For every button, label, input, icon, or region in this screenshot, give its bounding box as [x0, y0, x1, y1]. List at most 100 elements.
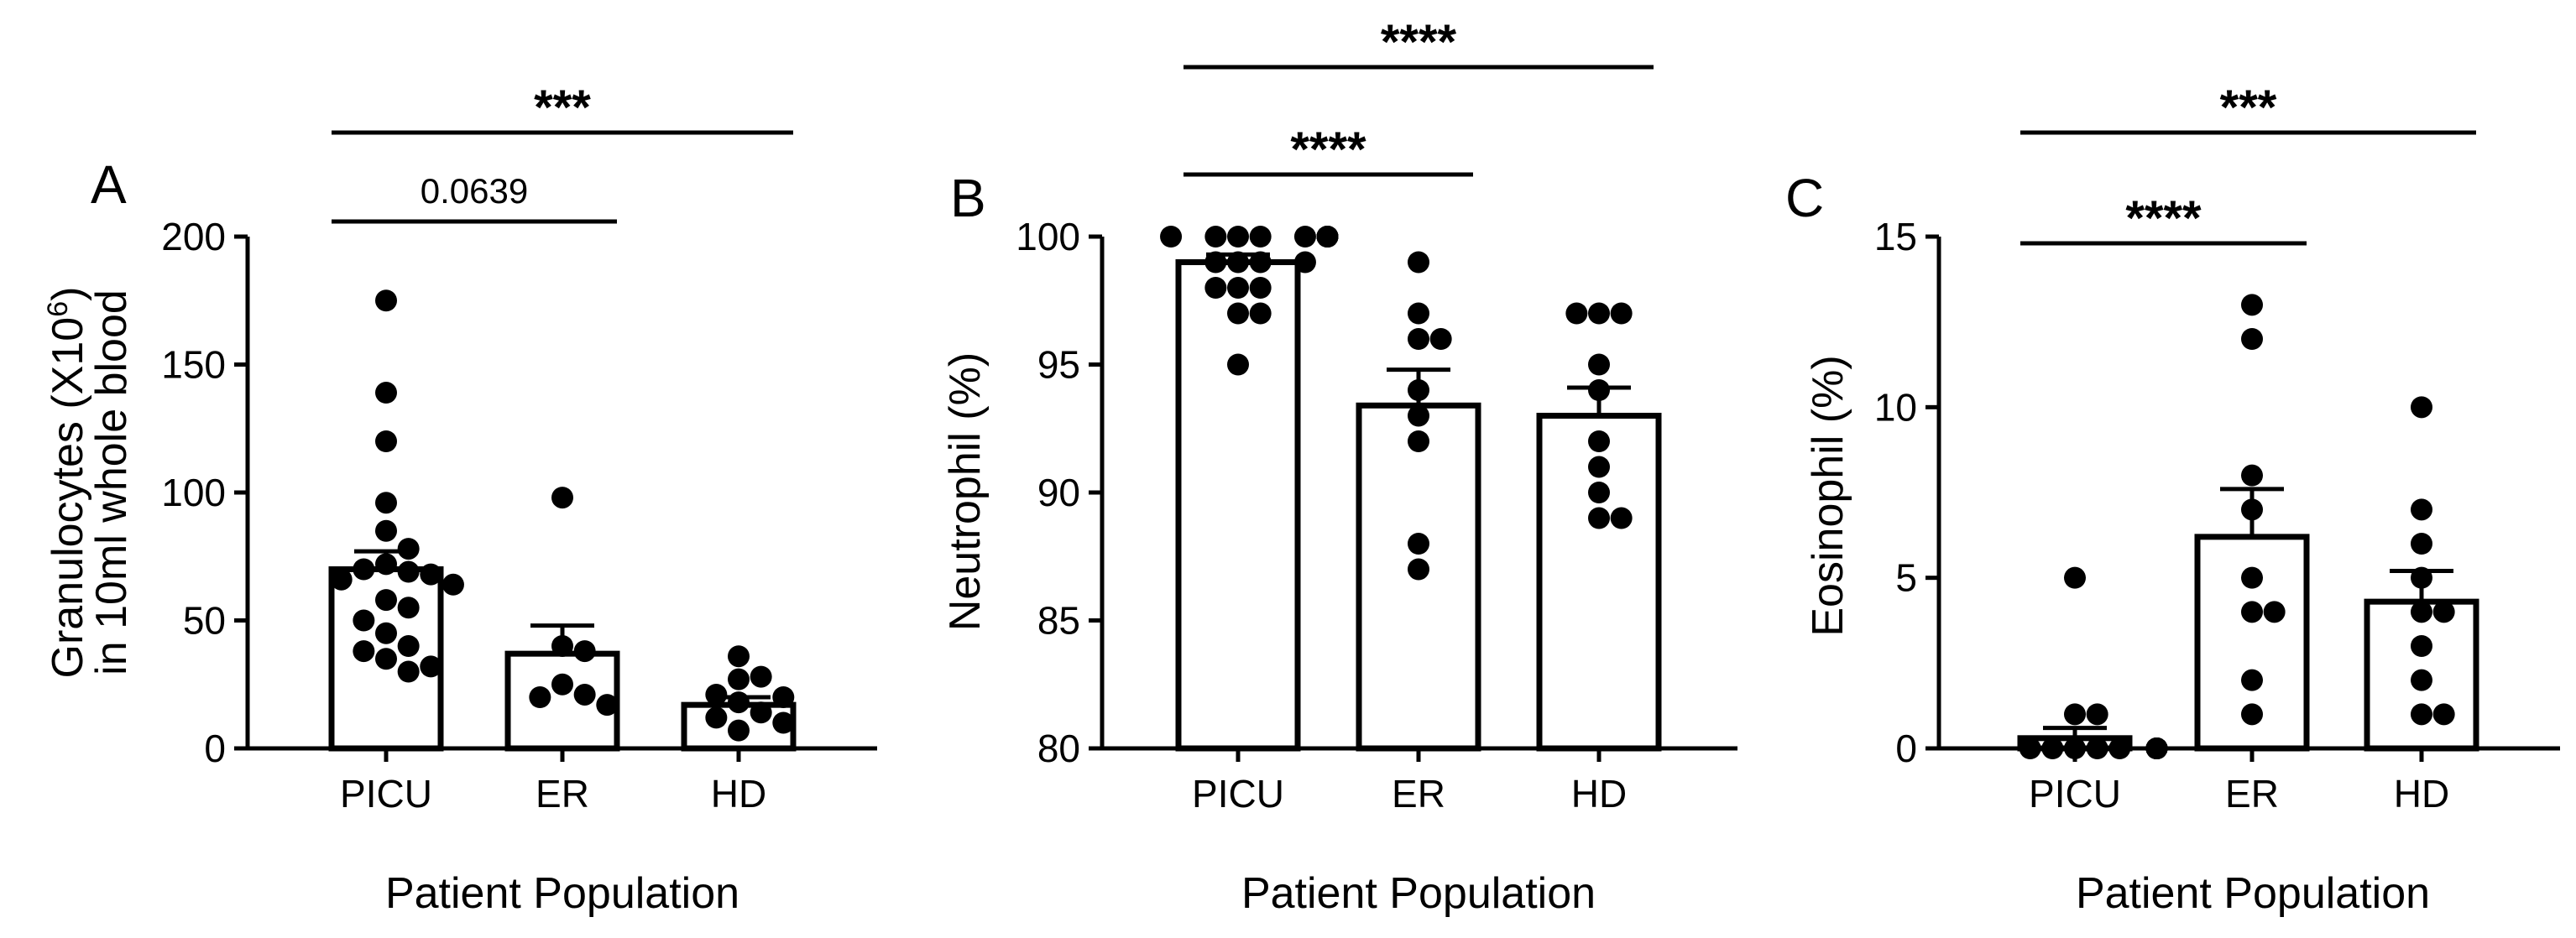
data-point — [2411, 533, 2432, 555]
data-point — [353, 558, 375, 581]
data-point — [375, 622, 397, 644]
y-tick-label: 100 — [161, 471, 226, 514]
x-axis-label: Patient Population — [1241, 869, 1596, 918]
y-tick-label: 100 — [1016, 215, 1080, 258]
y-tick-label: 10 — [1874, 385, 1917, 429]
y-axis-label: Neutrophil (%) — [941, 352, 990, 631]
y-tick-label: 80 — [1037, 727, 1080, 770]
data-point — [2086, 737, 2108, 759]
x-tick-label: HD — [711, 772, 766, 816]
data-point — [375, 382, 397, 404]
data-point — [750, 665, 772, 688]
y-tick-label: 90 — [1037, 471, 1080, 514]
data-point — [2411, 498, 2432, 521]
significance-label: *** — [534, 81, 591, 135]
data-point — [2064, 703, 2086, 726]
y-tick-label: 95 — [1037, 343, 1080, 387]
data-point — [1293, 251, 1316, 274]
data-point — [2241, 669, 2263, 691]
data-point — [2263, 601, 2286, 623]
data-point — [2411, 635, 2432, 657]
data-point — [2241, 328, 2263, 350]
data-point — [2241, 464, 2263, 487]
x-tick-label: ER — [2225, 772, 2279, 816]
y-axis-label-superscript: 6 — [42, 301, 74, 317]
significance-label: **** — [1290, 122, 1366, 177]
data-point — [2411, 566, 2432, 589]
significance-label: **** — [2125, 191, 2202, 246]
data-point — [1316, 226, 1339, 248]
data-point — [551, 673, 573, 696]
x-axis-label: Patient Population — [2076, 869, 2430, 918]
data-point — [330, 568, 353, 591]
data-point — [2064, 737, 2086, 759]
data-point — [2411, 669, 2432, 691]
y-tick-label: 15 — [1874, 215, 1917, 258]
data-point — [2241, 498, 2263, 521]
data-point — [1227, 226, 1249, 248]
data-point — [375, 648, 397, 670]
data-point — [1588, 482, 1610, 503]
data-point — [529, 686, 551, 708]
data-point — [1204, 251, 1227, 274]
data-point — [728, 645, 750, 668]
data-point — [1249, 251, 1272, 274]
data-point — [397, 635, 420, 657]
data-point — [1227, 277, 1249, 299]
y-axis-label: Eosinophil (%) — [1804, 355, 1852, 636]
data-point — [375, 289, 397, 312]
data-point — [596, 694, 619, 717]
y-tick-label: 200 — [161, 215, 226, 258]
data-point — [1408, 251, 1429, 274]
data-point — [375, 492, 397, 514]
data-point — [2019, 737, 2041, 759]
x-tick-label: HD — [1571, 772, 1627, 816]
data-point — [1429, 328, 1452, 350]
significance-label: **** — [1381, 15, 1457, 70]
data-point — [1408, 558, 1429, 581]
panel-c: C Eosinophil (%) Patient Population 0 5 10… — [1785, 81, 2560, 918]
x-tick-label: ER — [1392, 772, 1445, 816]
data-point — [728, 668, 750, 690]
data-point — [705, 706, 728, 729]
x-tick-label: PICU — [340, 772, 432, 816]
data-point — [2145, 737, 2168, 759]
data-point — [1204, 277, 1227, 299]
data-point — [2411, 703, 2432, 726]
significance-label: 0.0639 — [421, 171, 528, 211]
data-point — [2411, 601, 2432, 623]
data-point — [375, 519, 397, 542]
data-point — [1610, 302, 1633, 325]
data-point — [1408, 533, 1429, 555]
data-point — [2241, 703, 2263, 726]
data-point — [375, 553, 397, 576]
y-axis-label-main: Granulocytes (X10 — [44, 317, 92, 679]
data-point — [772, 711, 795, 734]
y-axis-label: Granulocytes (X106) — [42, 287, 92, 679]
data-point — [420, 563, 442, 586]
data-point — [573, 683, 596, 706]
x-tick-label: PICU — [1192, 772, 1284, 816]
data-point — [1249, 277, 1272, 299]
data-point — [772, 686, 795, 708]
data-point — [375, 589, 397, 612]
panel-a: A Granulocytes (X106) in 10ml whole bloo… — [42, 81, 877, 918]
data-point — [2432, 703, 2455, 726]
x-axis-label: Patient Population — [385, 869, 739, 918]
panel-letter: B — [950, 168, 986, 228]
data-point — [551, 487, 573, 509]
data-point — [353, 609, 375, 632]
data-point — [442, 573, 464, 596]
x-tick-label: ER — [536, 772, 589, 816]
data-point — [2086, 703, 2108, 726]
data-point — [1588, 456, 1610, 478]
data-point — [353, 640, 375, 663]
data-point — [375, 430, 397, 452]
data-point — [2241, 601, 2263, 623]
panel-letter: C — [1785, 168, 1824, 228]
data-point — [2041, 737, 2064, 759]
data-point — [1204, 226, 1227, 248]
y-axis-label-line2: in 10ml whole blood — [87, 289, 136, 675]
data-point — [1249, 302, 1272, 325]
data-point — [1227, 353, 1249, 376]
